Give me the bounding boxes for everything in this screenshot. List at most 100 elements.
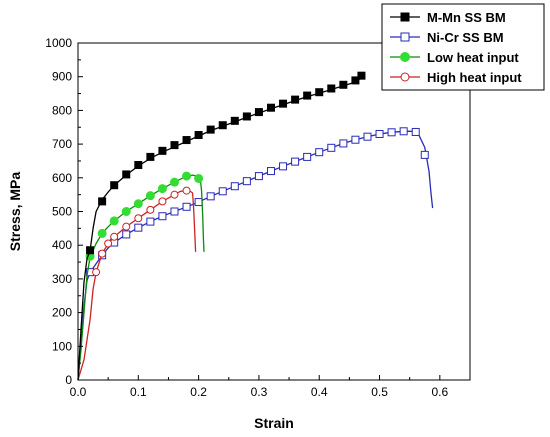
series-layer [77,71,434,381]
data-point [303,91,312,100]
data-point [218,121,227,130]
legend-item: Low heat input [390,50,519,65]
legend-item: M-Mn SS BM [390,10,506,25]
data-point [339,139,348,148]
data-point [145,191,155,201]
y-tick-label: 800 [52,103,72,117]
data-point [194,198,203,207]
data-point [254,172,263,181]
data-point [109,216,119,226]
y-tick-label: 300 [52,272,72,286]
y-tick-label: 200 [52,306,72,320]
data-point [400,32,410,42]
data-point [242,177,251,186]
data-point [420,150,429,159]
y-tick-label: 600 [52,171,72,185]
data-point [206,125,215,134]
data-point [206,192,215,201]
axes: 0.0 0.1 0.2 0.3 0.4 0.5 0.6 0 100 200 300 400 500 600… [45,36,448,399]
data-point [182,171,192,181]
y-tick-label: 100 [52,339,72,353]
y-axis-title: Stress, MPa [7,172,23,252]
data-point [110,232,119,241]
data-point [194,173,204,183]
x-tick-label: 0.3 [251,385,268,399]
legend-label: Ni-Cr SS BM [427,30,504,45]
legend: M-Mn SS BM Ni-Cr SS BM Low heat input High … [381,3,545,91]
data-point [158,212,167,221]
data-point [230,116,239,125]
data-point [146,205,155,214]
data-point [133,199,143,209]
data-point [122,170,131,179]
data-point [266,167,275,176]
data-point [375,129,384,138]
series-ni-cr-ss-bm [77,127,434,381]
data-point [291,157,300,166]
x-tick-label: 0.6 [432,385,449,399]
data-point [110,181,119,190]
y-tick-label: 0 [65,373,72,387]
data-point [169,177,179,187]
data-point [122,222,131,231]
x-tick-label: 0.2 [190,385,207,399]
data-point [158,146,167,155]
data-point [182,136,191,145]
data-point [279,162,288,171]
data-point [182,202,191,211]
data-point [104,239,113,248]
data-point [411,127,420,136]
data-point [121,207,131,216]
series-line [77,189,197,381]
data-point [98,197,107,206]
data-point [98,249,107,258]
series-m-mn-ss-bm [77,71,366,381]
data-point [86,246,95,255]
data-point [170,141,179,150]
plot-frame [77,42,471,381]
data-point [194,131,203,140]
legend-item: Ni-Cr SS BM [390,30,504,45]
legend-label: M-Mn SS BM [427,10,506,25]
data-point [303,152,312,161]
data-point [339,80,348,89]
data-point [387,128,396,137]
y-tick-label: 400 [52,238,72,252]
data-point [400,52,410,62]
x-tick-label: 0.5 [371,385,388,399]
data-point [146,217,155,226]
data-point [122,230,131,239]
legend-label: High heat input [427,70,522,85]
x-tick-label: 0.0 [70,385,87,399]
data-point [170,207,179,216]
legend-item: High heat input [390,70,522,85]
x-axis-title: Strain [254,415,294,431]
data-point [327,84,336,93]
data-point [134,223,143,232]
data-point [399,127,408,136]
data-point [134,160,143,169]
x-tick-label: 0.4 [311,385,328,399]
data-point [351,135,360,144]
series-line [77,130,434,381]
series-low-heat-input [77,171,205,381]
legend-label: Low heat input [427,50,519,65]
data-point [351,76,360,85]
data-point [315,88,324,97]
y-tick-label: 500 [52,205,72,219]
data-point [279,99,288,108]
data-point [327,143,336,152]
data-point [400,12,410,22]
data-point [400,72,410,82]
x-tick-label: 0.1 [130,385,147,399]
data-point [170,190,179,199]
data-point [182,186,191,195]
data-point [242,112,251,121]
data-point [230,182,239,191]
data-point [218,187,227,196]
data-point [266,103,275,112]
y-tick-label: 700 [52,137,72,151]
data-point [158,197,167,206]
data-point [291,95,300,104]
